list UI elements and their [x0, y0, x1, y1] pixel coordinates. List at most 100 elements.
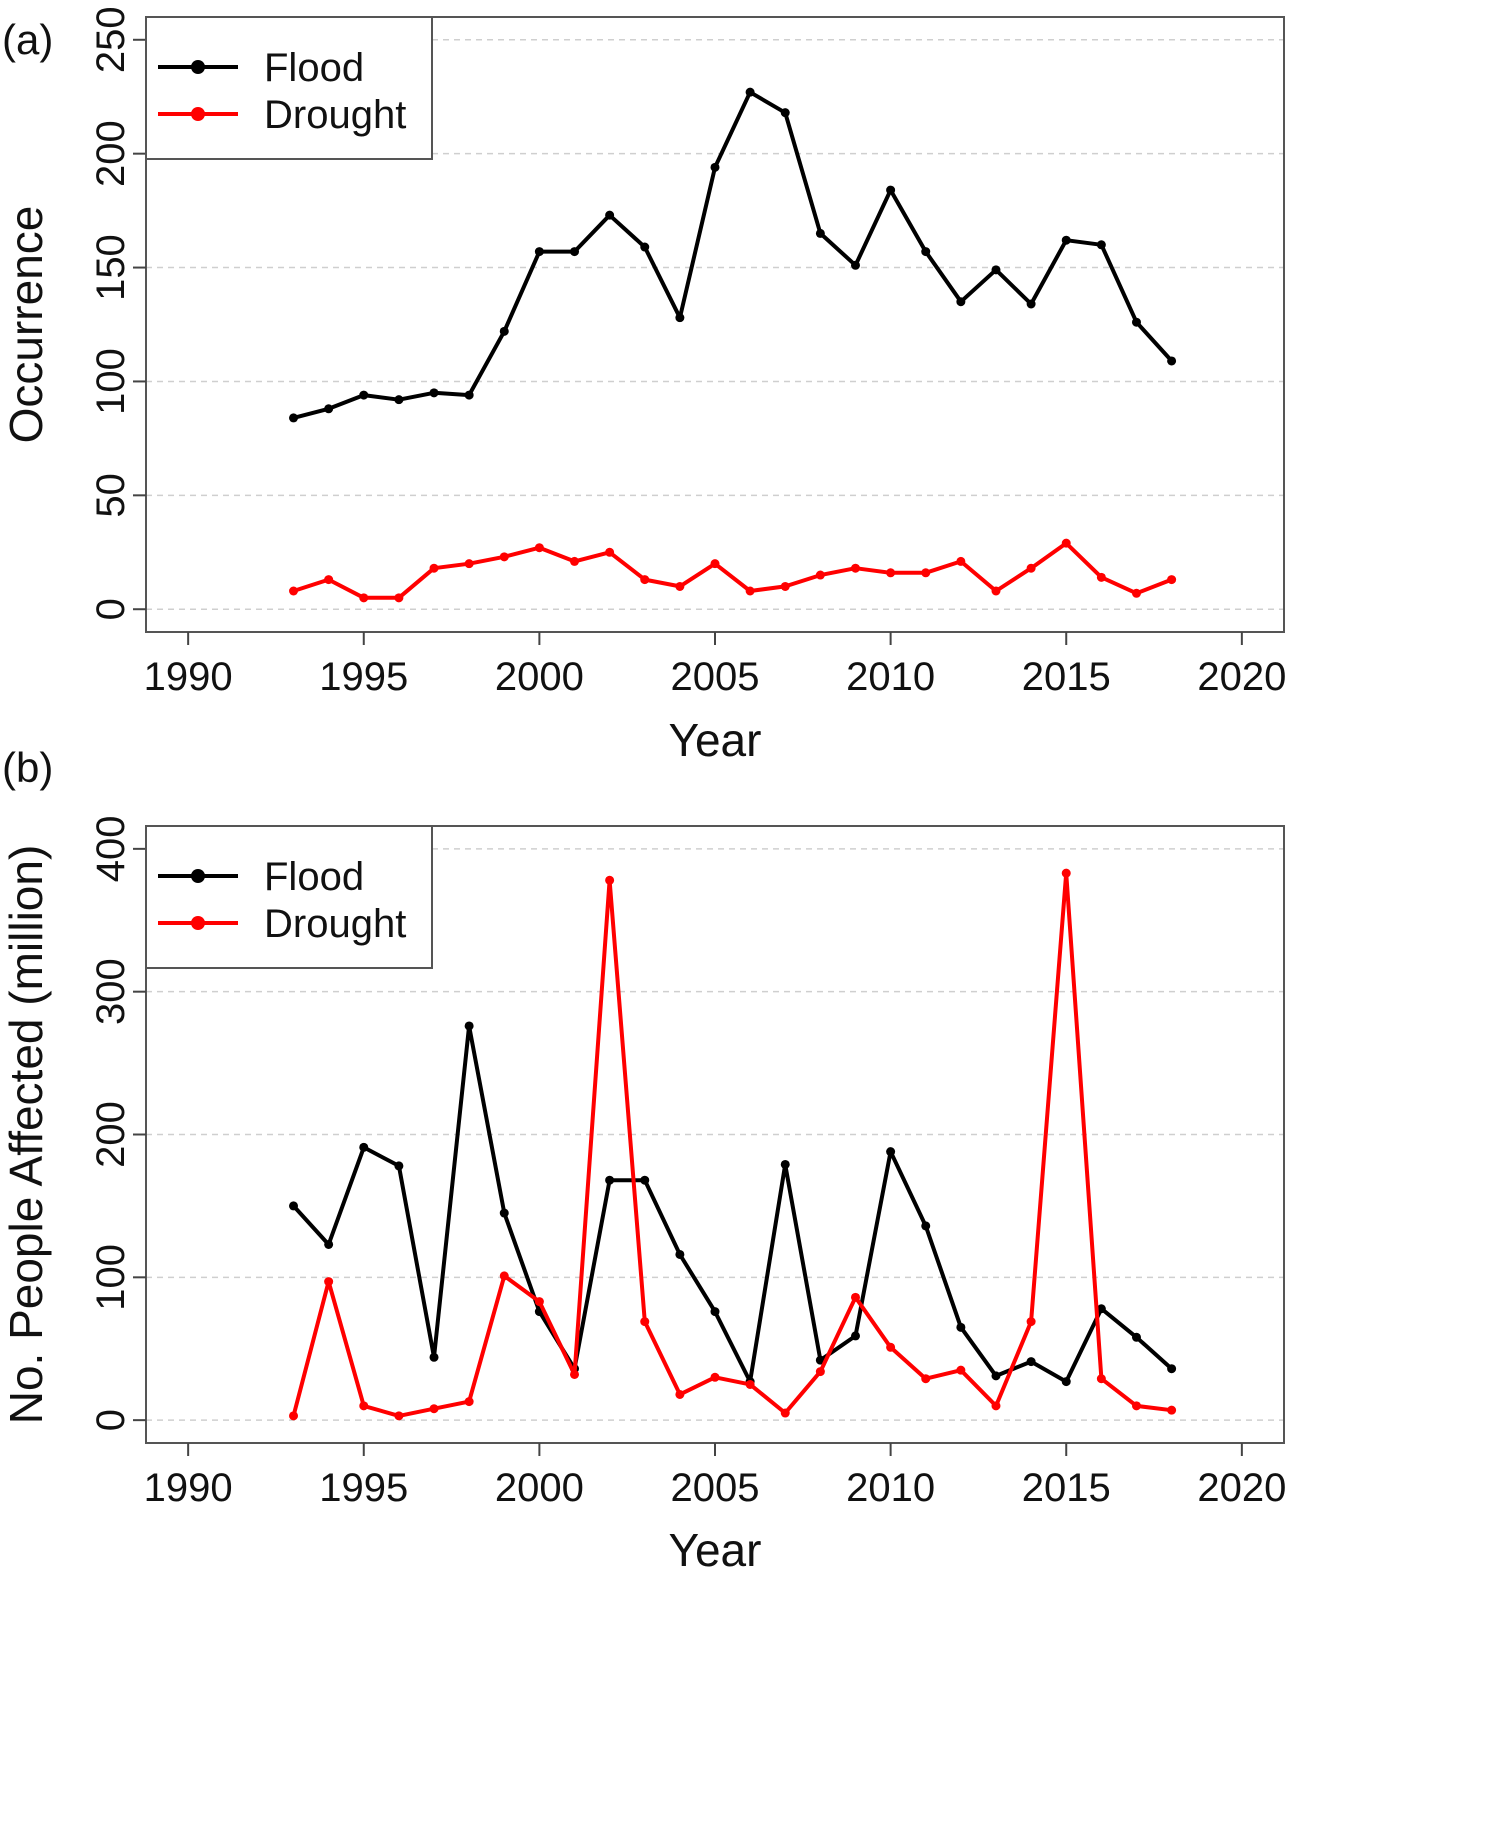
panel-label: (b): [2, 744, 53, 791]
panel-label: (a): [2, 16, 53, 63]
data-point-flood: [324, 1239, 334, 1249]
data-point-drought: [956, 556, 966, 566]
x-tick-label: 1990: [144, 655, 233, 699]
legend-marker-drought: [191, 916, 205, 930]
data-point-drought: [534, 1297, 544, 1307]
data-point-drought: [1131, 588, 1141, 598]
x-tick-label: 2015: [1022, 655, 1111, 699]
data-point-drought: [359, 593, 369, 603]
data-point-flood: [886, 185, 896, 195]
data-point-drought: [850, 563, 860, 573]
data-point-drought: [394, 1411, 404, 1421]
data-point-drought: [324, 1277, 334, 1287]
data-point-drought: [359, 1401, 369, 1411]
data-point-drought: [605, 547, 615, 557]
data-point-drought: [324, 575, 334, 585]
data-point-drought: [499, 1271, 509, 1281]
data-point-drought: [1026, 563, 1036, 573]
panel-b: 0 100 200 300 400 1990 1995 2000 2005 2010 2015 202…: [0, 744, 1286, 1576]
data-point-flood: [1131, 1332, 1141, 1342]
data-point-flood: [710, 1307, 720, 1317]
data-point-drought: [570, 1369, 580, 1379]
data-point-drought: [429, 563, 439, 573]
data-point-flood: [1026, 1357, 1036, 1367]
x-tick-label: 1995: [319, 655, 408, 699]
data-point-flood: [324, 404, 334, 414]
x-axis-title: Year: [669, 1524, 762, 1576]
x-tick-label: 2000: [495, 655, 584, 699]
data-point-drought: [675, 1389, 685, 1399]
data-point-drought: [605, 875, 615, 885]
data-point-flood: [780, 108, 790, 118]
data-point-drought: [429, 1404, 439, 1414]
data-point-drought: [815, 1367, 825, 1377]
data-point-flood: [921, 1221, 931, 1231]
x-tick-label: 2000: [495, 1466, 584, 1510]
legend-marker-flood: [191, 869, 205, 883]
data-point-flood: [1131, 317, 1141, 327]
data-point-flood: [745, 87, 755, 97]
data-point-drought: [499, 552, 509, 562]
y-axis-title: Occurrence: [0, 206, 52, 444]
data-point-flood: [991, 265, 1001, 275]
y-tick-label: 200: [89, 120, 133, 187]
data-point-drought: [956, 1365, 966, 1375]
y-tick-label: 150: [89, 234, 133, 301]
data-point-flood: [359, 1142, 369, 1152]
data-point-drought: [710, 559, 720, 569]
data-point-drought: [1026, 1317, 1036, 1327]
data-point-flood: [956, 1322, 966, 1332]
data-point-flood: [850, 1331, 860, 1341]
data-point-drought: [464, 559, 474, 569]
data-point-drought: [1167, 1405, 1177, 1415]
series-line-flood: [292, 90, 1174, 420]
y-tick-label: 250: [89, 6, 133, 73]
data-point-drought: [1061, 538, 1071, 548]
y-tick-label: 100: [89, 1244, 133, 1311]
data-point-flood: [429, 1352, 439, 1362]
data-point-drought: [780, 1408, 790, 1418]
data-point-flood: [815, 228, 825, 238]
data-point-flood: [675, 1249, 685, 1259]
data-point-flood: [850, 260, 860, 270]
data-point-flood: [991, 1371, 1001, 1381]
data-point-flood: [1061, 235, 1071, 245]
data-point-drought: [464, 1397, 474, 1407]
data-point-flood: [534, 247, 544, 257]
legend-marker-drought: [191, 107, 205, 121]
series-line-drought: [292, 541, 1173, 600]
data-point-flood: [499, 1208, 509, 1218]
data-point-drought: [886, 1342, 896, 1352]
y-tick-label: 0: [89, 1409, 133, 1431]
y-tick-label: 100: [89, 348, 133, 415]
data-point-flood: [640, 1175, 650, 1185]
data-point-drought: [815, 570, 825, 580]
legend-label-drought: Drought: [264, 93, 406, 137]
x-tick-label: 2005: [671, 1466, 760, 1510]
data-point-drought: [921, 1374, 931, 1384]
data-point-flood: [499, 326, 509, 336]
data-point-flood: [605, 1175, 615, 1185]
data-point-drought: [850, 1292, 860, 1302]
legend-box: [145, 825, 433, 969]
data-point-flood: [640, 242, 650, 252]
data-point-drought: [921, 568, 931, 578]
panel-a: 0 50 100 150 200 250 1990 1995 2000 2005 2010 2015 2…: [0, 6, 1286, 766]
legend-marker-flood: [191, 60, 205, 74]
y-tick-label: 300: [89, 958, 133, 1025]
data-point-flood: [394, 395, 404, 405]
data-point-flood: [1096, 1304, 1106, 1314]
x-tick-label: 1995: [319, 1466, 408, 1510]
data-point-drought: [640, 575, 650, 585]
y-tick-label: 0: [89, 598, 133, 620]
data-point-flood: [1026, 299, 1036, 309]
data-point-drought: [886, 568, 896, 578]
data-point-flood: [675, 313, 685, 323]
data-point-flood: [1061, 1377, 1071, 1387]
x-tick-label: 2005: [671, 655, 760, 699]
y-tick-label: 400: [89, 815, 133, 882]
data-point-flood: [710, 162, 720, 172]
legend-box: [145, 16, 433, 160]
data-point-drought: [570, 556, 580, 566]
